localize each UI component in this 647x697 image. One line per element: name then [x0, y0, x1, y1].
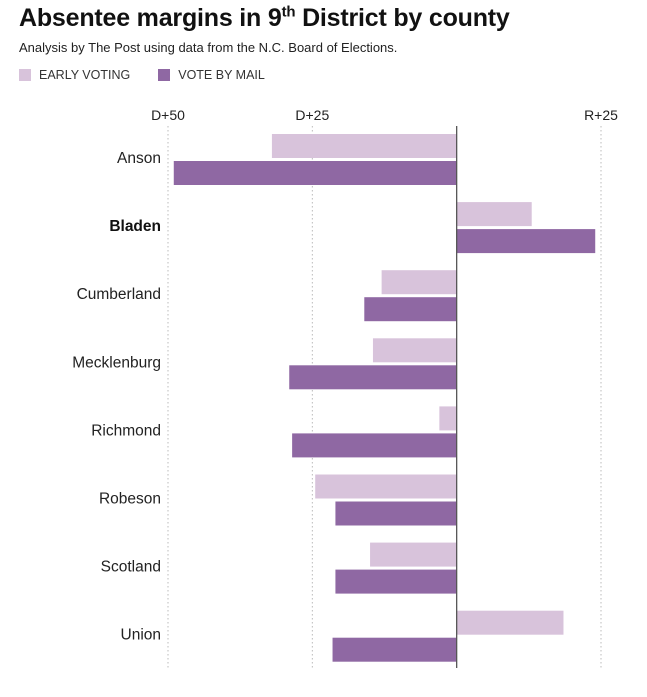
- chart-title: Absentee margins in 9th District by coun…: [19, 4, 510, 33]
- bar-early-voting-anson: [271, 134, 457, 158]
- category-label-mecklenburg: Mecklenburg: [72, 354, 161, 371]
- bar-early-voting-union: [456, 610, 564, 635]
- category-label-scotland: Scotland: [101, 559, 161, 576]
- bar-early-voting-scotland: [370, 542, 457, 567]
- legend-label-vote-by-mail: VOTE BY MAIL: [178, 68, 265, 82]
- bar-vote-by-mail-mecklenburg: [289, 365, 457, 390]
- legend-item-vote-by-mail: VOTE BY MAIL: [158, 68, 265, 82]
- chart-title-superscript: th: [281, 3, 296, 21]
- category-label-cumberland: Cumberland: [77, 286, 161, 303]
- bar-early-voting-richmond: [439, 406, 457, 431]
- bar-vote-by-mail-cumberland: [364, 297, 457, 322]
- bar-vote-by-mail-scotland: [335, 569, 457, 594]
- bar-early-voting-robeson: [315, 474, 457, 499]
- legend-item-early-voting: EARLY VOTING: [19, 68, 130, 82]
- bar-early-voting-mecklenburg: [372, 338, 457, 363]
- bar-early-voting-cumberland: [381, 270, 457, 295]
- chart-title-main: Absentee margins in 9: [19, 4, 282, 32]
- bar-vote-by-mail-anson: [173, 161, 457, 185]
- category-label-robeson: Robeson: [99, 491, 161, 508]
- bar-vote-by-mail-robeson: [335, 501, 457, 526]
- chart-title-rest: District by county: [295, 4, 510, 32]
- chart-legend: EARLY VOTING VOTE BY MAIL: [19, 68, 293, 82]
- legend-swatch-vote-by-mail: [158, 69, 171, 81]
- category-label-richmond: Richmond: [91, 422, 161, 439]
- x-tick-label: D+50: [151, 107, 185, 123]
- category-label-union: Union: [121, 627, 162, 644]
- chart-subtitle: Analysis by The Post using data from the…: [19, 40, 398, 55]
- x-tick-label: D+25: [295, 107, 329, 123]
- legend-label-early-voting: EARLY VOTING: [39, 68, 131, 82]
- bar-vote-by-mail-union: [332, 637, 457, 662]
- bar-vote-by-mail-richmond: [292, 433, 457, 458]
- category-label-bladen: Bladen: [109, 218, 161, 235]
- x-tick-label: R+25: [584, 107, 618, 123]
- legend-swatch-early-voting: [19, 69, 31, 81]
- bar-vote-by-mail-bladen: [456, 229, 596, 254]
- category-label-anson: Anson: [117, 150, 161, 167]
- bar-early-voting-bladen: [456, 202, 532, 227]
